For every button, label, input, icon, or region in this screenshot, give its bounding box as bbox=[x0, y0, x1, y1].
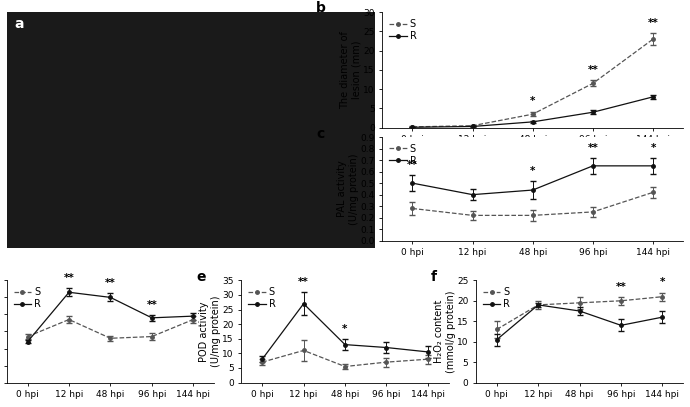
Y-axis label: PAL activity
(U/mg protein): PAL activity (U/mg protein) bbox=[337, 153, 359, 225]
Text: **: ** bbox=[105, 278, 116, 288]
Text: c: c bbox=[316, 127, 324, 141]
Text: **: ** bbox=[648, 18, 658, 28]
Text: **: ** bbox=[587, 65, 598, 74]
Text: a: a bbox=[14, 17, 23, 31]
Text: **: ** bbox=[146, 300, 157, 310]
Legend: S, R: S, R bbox=[387, 17, 418, 43]
Y-axis label: H₂O₂ content
(mmol/g protein): H₂O₂ content (mmol/g protein) bbox=[434, 290, 455, 373]
Text: *: * bbox=[530, 166, 535, 176]
Text: *: * bbox=[651, 142, 656, 153]
Text: **: ** bbox=[587, 142, 598, 153]
Text: e: e bbox=[196, 270, 206, 284]
Y-axis label: POD activity
(U/mg protein): POD activity (U/mg protein) bbox=[199, 296, 221, 367]
Text: **: ** bbox=[615, 282, 627, 291]
Text: *: * bbox=[660, 278, 665, 287]
Y-axis label: The diameter of
lesion (mm): The diameter of lesion (mm) bbox=[340, 31, 362, 109]
Text: *: * bbox=[530, 96, 535, 107]
Legend: S, R: S, R bbox=[12, 285, 43, 311]
Text: **: ** bbox=[407, 160, 417, 170]
Text: **: ** bbox=[298, 277, 309, 287]
Legend: S, R: S, R bbox=[246, 285, 277, 311]
Legend: S, R: S, R bbox=[481, 285, 512, 311]
Legend: S, R: S, R bbox=[387, 142, 418, 168]
Text: **: ** bbox=[63, 273, 75, 283]
Text: *: * bbox=[342, 324, 348, 334]
Text: b: b bbox=[316, 1, 326, 15]
Text: f: f bbox=[431, 270, 437, 284]
